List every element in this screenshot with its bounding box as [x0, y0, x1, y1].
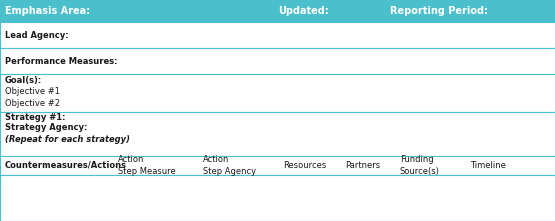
Text: Objective #1: Objective #1 [5, 88, 60, 97]
Text: Action
Step Agency: Action Step Agency [203, 155, 256, 175]
Text: Emphasis Area:: Emphasis Area: [5, 6, 90, 16]
Text: Timeline: Timeline [470, 161, 506, 170]
Text: Countermeasures/Actions: Countermeasures/Actions [5, 161, 127, 170]
Bar [0, 156, 555, 175]
Bar [0, 0, 555, 22]
Text: Reporting Period:: Reporting Period: [390, 6, 488, 16]
Bar [0, 175, 555, 221]
Text: Objective #2: Objective #2 [5, 99, 60, 107]
Text: Partners: Partners [345, 161, 380, 170]
Bar [0, 74, 555, 112]
Text: Goal(s):: Goal(s): [5, 76, 42, 84]
Bar [0, 112, 555, 156]
Text: Funding
Source(s): Funding Source(s) [400, 155, 440, 175]
Text: Strategy #1:: Strategy #1: [5, 112, 65, 122]
Bar [0, 22, 555, 48]
Text: Action
Step Measure: Action Step Measure [118, 155, 176, 175]
Text: (Repeat for each strategy): (Repeat for each strategy) [5, 135, 130, 143]
Text: Performance Measures:: Performance Measures: [5, 57, 118, 65]
Text: Resources: Resources [283, 161, 326, 170]
Bar [0, 48, 555, 74]
Text: Lead Agency:: Lead Agency: [5, 30, 69, 40]
Text: Strategy Agency:: Strategy Agency: [5, 124, 87, 133]
Text: Updated:: Updated: [278, 6, 329, 16]
